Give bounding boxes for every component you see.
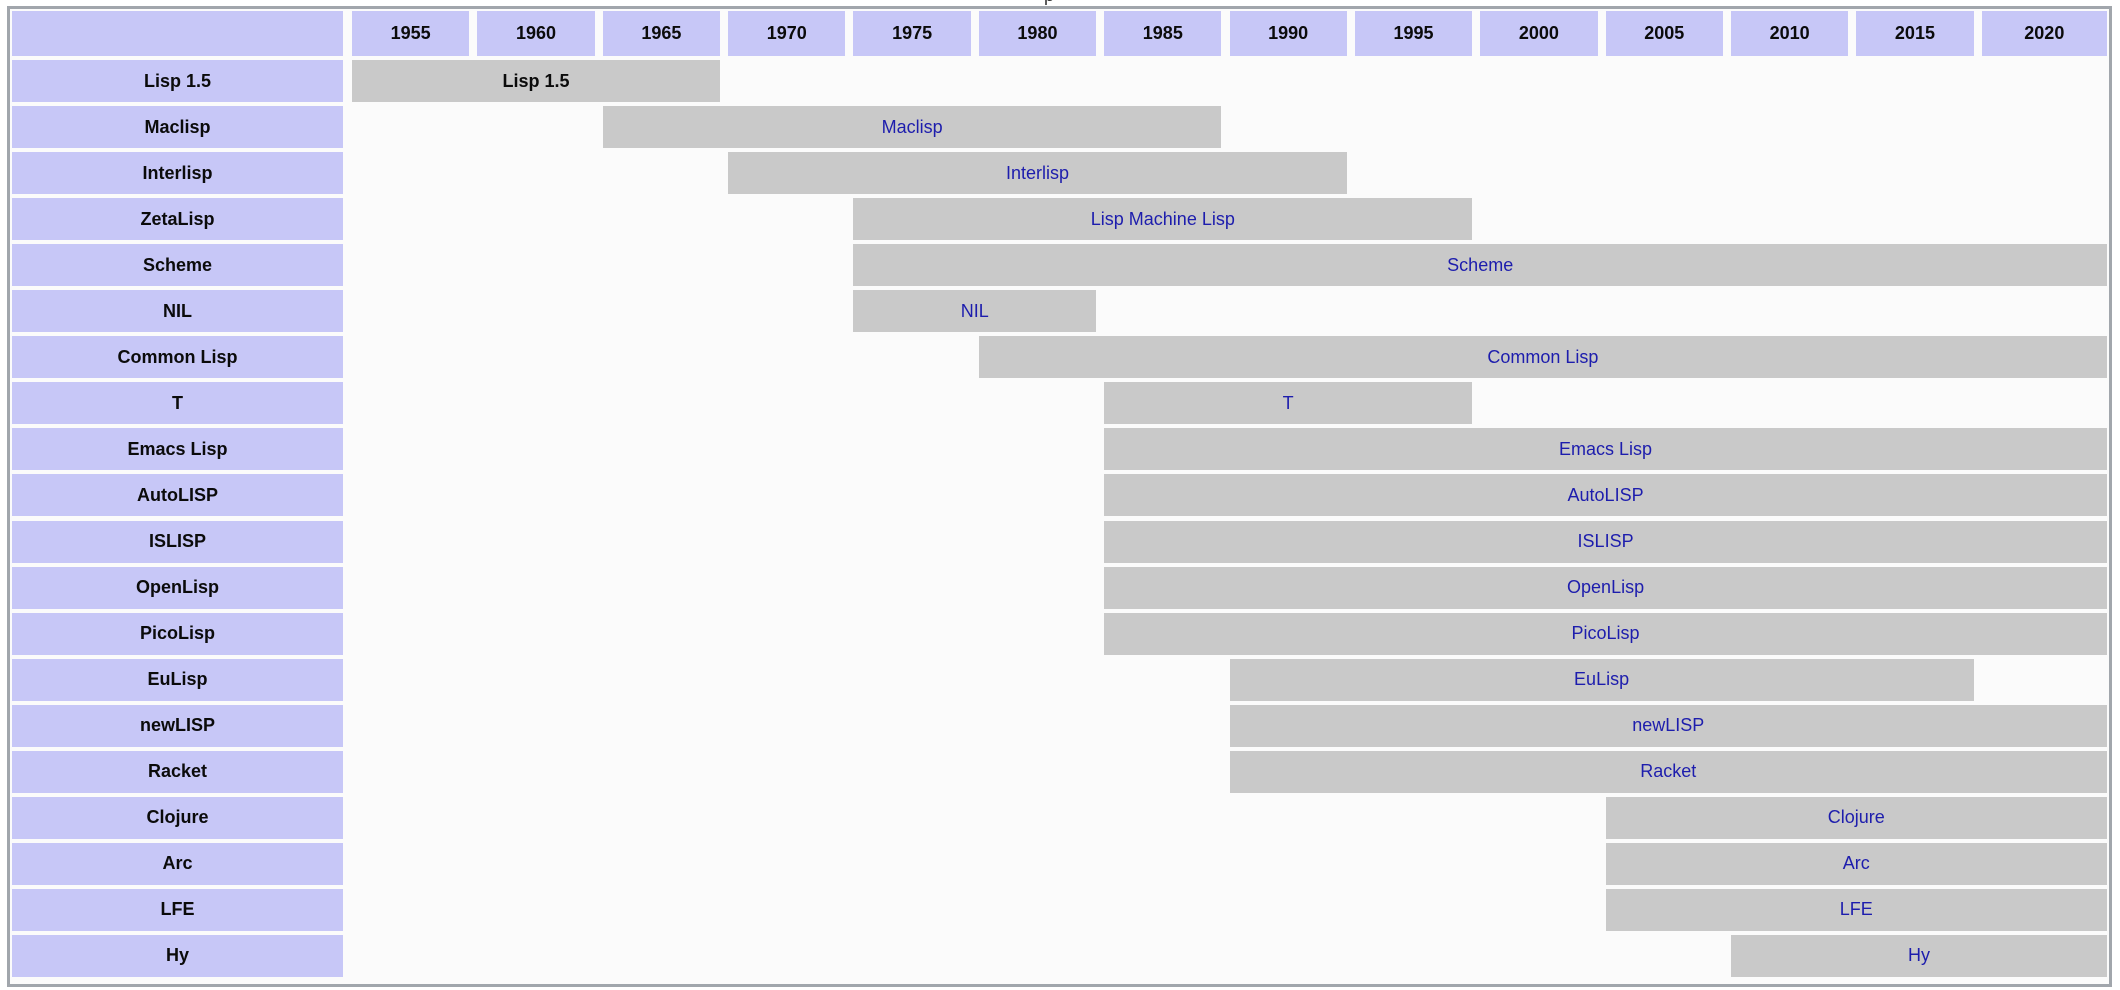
timeline-bar-arc: Arc (1605, 842, 2107, 885)
bar-link-newlisp[interactable]: newLISP (1632, 715, 1705, 736)
timeline-bar-emacs-lisp: Emacs Lisp (1104, 428, 2107, 471)
year-header-2015: 2015 (1856, 11, 1974, 56)
year-header-1955: 1955 (352, 11, 470, 56)
bar-link-islisp[interactable]: ISLISP (1577, 531, 1634, 551)
bar-text-lisp-1-5: Lisp 1.5 (502, 70, 570, 91)
bar-link-maclisp[interactable]: Maclisp (881, 116, 943, 137)
bar-link-scheme[interactable]: Scheme (1447, 254, 1514, 275)
timeline-corner-cell (12, 11, 343, 56)
timeline-bar-openlisp: OpenLisp (1104, 566, 2107, 609)
year-header-2005: 2005 (1605, 11, 1723, 56)
year-header-1980: 1980 (978, 11, 1097, 56)
bar-link-emacs-lisp[interactable]: Emacs Lisp (1559, 438, 1653, 459)
dialect-label-emacs-lisp: Emacs Lisp (12, 428, 343, 471)
timeline-bar-common-lisp: Common Lisp (978, 336, 2107, 379)
dialect-label-openlisp: OpenLisp (12, 566, 343, 609)
bar-link-clojure[interactable]: Clojure (1827, 807, 1885, 828)
timeline-bar-racket: Racket (1229, 750, 2107, 793)
bar-link-hy[interactable]: Hy (1907, 945, 1930, 966)
bar-link-interlisp[interactable]: Interlisp (1005, 162, 1069, 183)
year-header-1995: 1995 (1354, 11, 1473, 56)
bar-link-t[interactable]: T (1282, 392, 1294, 413)
timeline-bar-lfe: LFE (1605, 888, 2107, 931)
year-header-2010: 2010 (1730, 11, 1849, 56)
dialect-label-lfe: LFE (12, 888, 343, 931)
timeline-bar-maclisp: Maclisp (602, 106, 1222, 149)
dialect-label-autolisp: AutoLISP (12, 474, 343, 517)
dialect-label-hy: Hy (12, 934, 343, 977)
bar-link-nil[interactable]: NIL (960, 300, 989, 321)
lisp-dialect-timeline-table: 1955 1960 1965 1970 1975 1980 1985 1990 1995 2000… (7, 6, 2112, 987)
year-header-1960: 1960 (477, 11, 595, 56)
timeline-bar-eulisp: EuLisp (1229, 658, 1974, 701)
bar-link-lfe[interactable]: LFE (1839, 899, 1873, 920)
year-header-1965: 1965 (602, 11, 721, 56)
timeline-bar-picolisp: PicoLisp (1104, 612, 2107, 655)
timeline-bar-hy: Hy (1730, 934, 2107, 977)
dialect-label-scheme: Scheme (12, 244, 343, 287)
timeline-bar-t: T (1104, 382, 1473, 425)
bar-link-eulisp[interactable]: EuLisp (1574, 669, 1630, 690)
timeline-bar-interlisp: Interlisp (728, 152, 1347, 195)
timeline-bar-nil: NIL (853, 290, 1097, 333)
dialect-label-t: T (12, 382, 343, 425)
dialect-label-interlisp: Interlisp (12, 152, 343, 195)
year-header-1970: 1970 (728, 11, 846, 56)
dialect-label-clojure: Clojure (12, 796, 343, 839)
dialect-label-lisp-1-5: Lisp 1.5 (12, 60, 343, 102)
dialect-label-common-lisp: Common Lisp (12, 336, 343, 379)
dialect-label-eulisp: EuLisp (12, 658, 343, 701)
bar-link-openlisp[interactable]: OpenLisp (1567, 577, 1645, 598)
timeline-bar-lisp-1-5: Lisp 1.5 (352, 60, 721, 102)
bar-link-arc[interactable]: Arc (1842, 853, 1870, 874)
dialect-label-picolisp: PicoLisp (12, 612, 343, 655)
timeline-bar-islisp: ISLISP (1104, 520, 2107, 563)
bar-link-racket[interactable]: Racket (1640, 761, 1697, 782)
dialect-label-racket: Racket (12, 750, 343, 793)
timeline-bar-zetalisp: Lisp Machine Lisp (853, 198, 1473, 241)
timeline-bar-newlisp: newLISP (1229, 704, 2107, 747)
dialect-label-maclisp: Maclisp (12, 106, 343, 149)
year-header-2020: 2020 (1981, 11, 2107, 56)
bar-link-common-lisp[interactable]: Common Lisp (1487, 346, 1599, 367)
timeline-bar-scheme: Scheme (853, 244, 2107, 287)
dialect-label-islisp: ISLISP (12, 520, 343, 563)
timeline-bar-autolisp: AutoLISP (1104, 474, 2107, 517)
timeline-bar-clojure: Clojure (1605, 796, 2107, 839)
dialect-label-zetalisp: ZetaLisp (12, 198, 343, 241)
year-header-2000: 2000 (1480, 11, 1598, 56)
bar-link-picolisp[interactable]: PicoLisp (1571, 623, 1640, 644)
year-header-1990: 1990 (1229, 11, 1347, 56)
clipped-text-fragment: p (1044, 0, 1054, 5)
dialect-label-newlisp: newLISP (12, 704, 343, 747)
bar-link-autolisp[interactable]: AutoLISP (1567, 484, 1644, 505)
bar-link-lisp-machine-lisp[interactable]: Lisp Machine Lisp (1090, 208, 1235, 229)
year-header-1975: 1975 (853, 11, 971, 56)
year-header-1985: 1985 (1104, 11, 1222, 56)
clipped-text-glyph: p (1044, 0, 1054, 5)
dialect-label-nil: NIL (12, 290, 343, 333)
dialect-label-arc: Arc (12, 842, 343, 885)
